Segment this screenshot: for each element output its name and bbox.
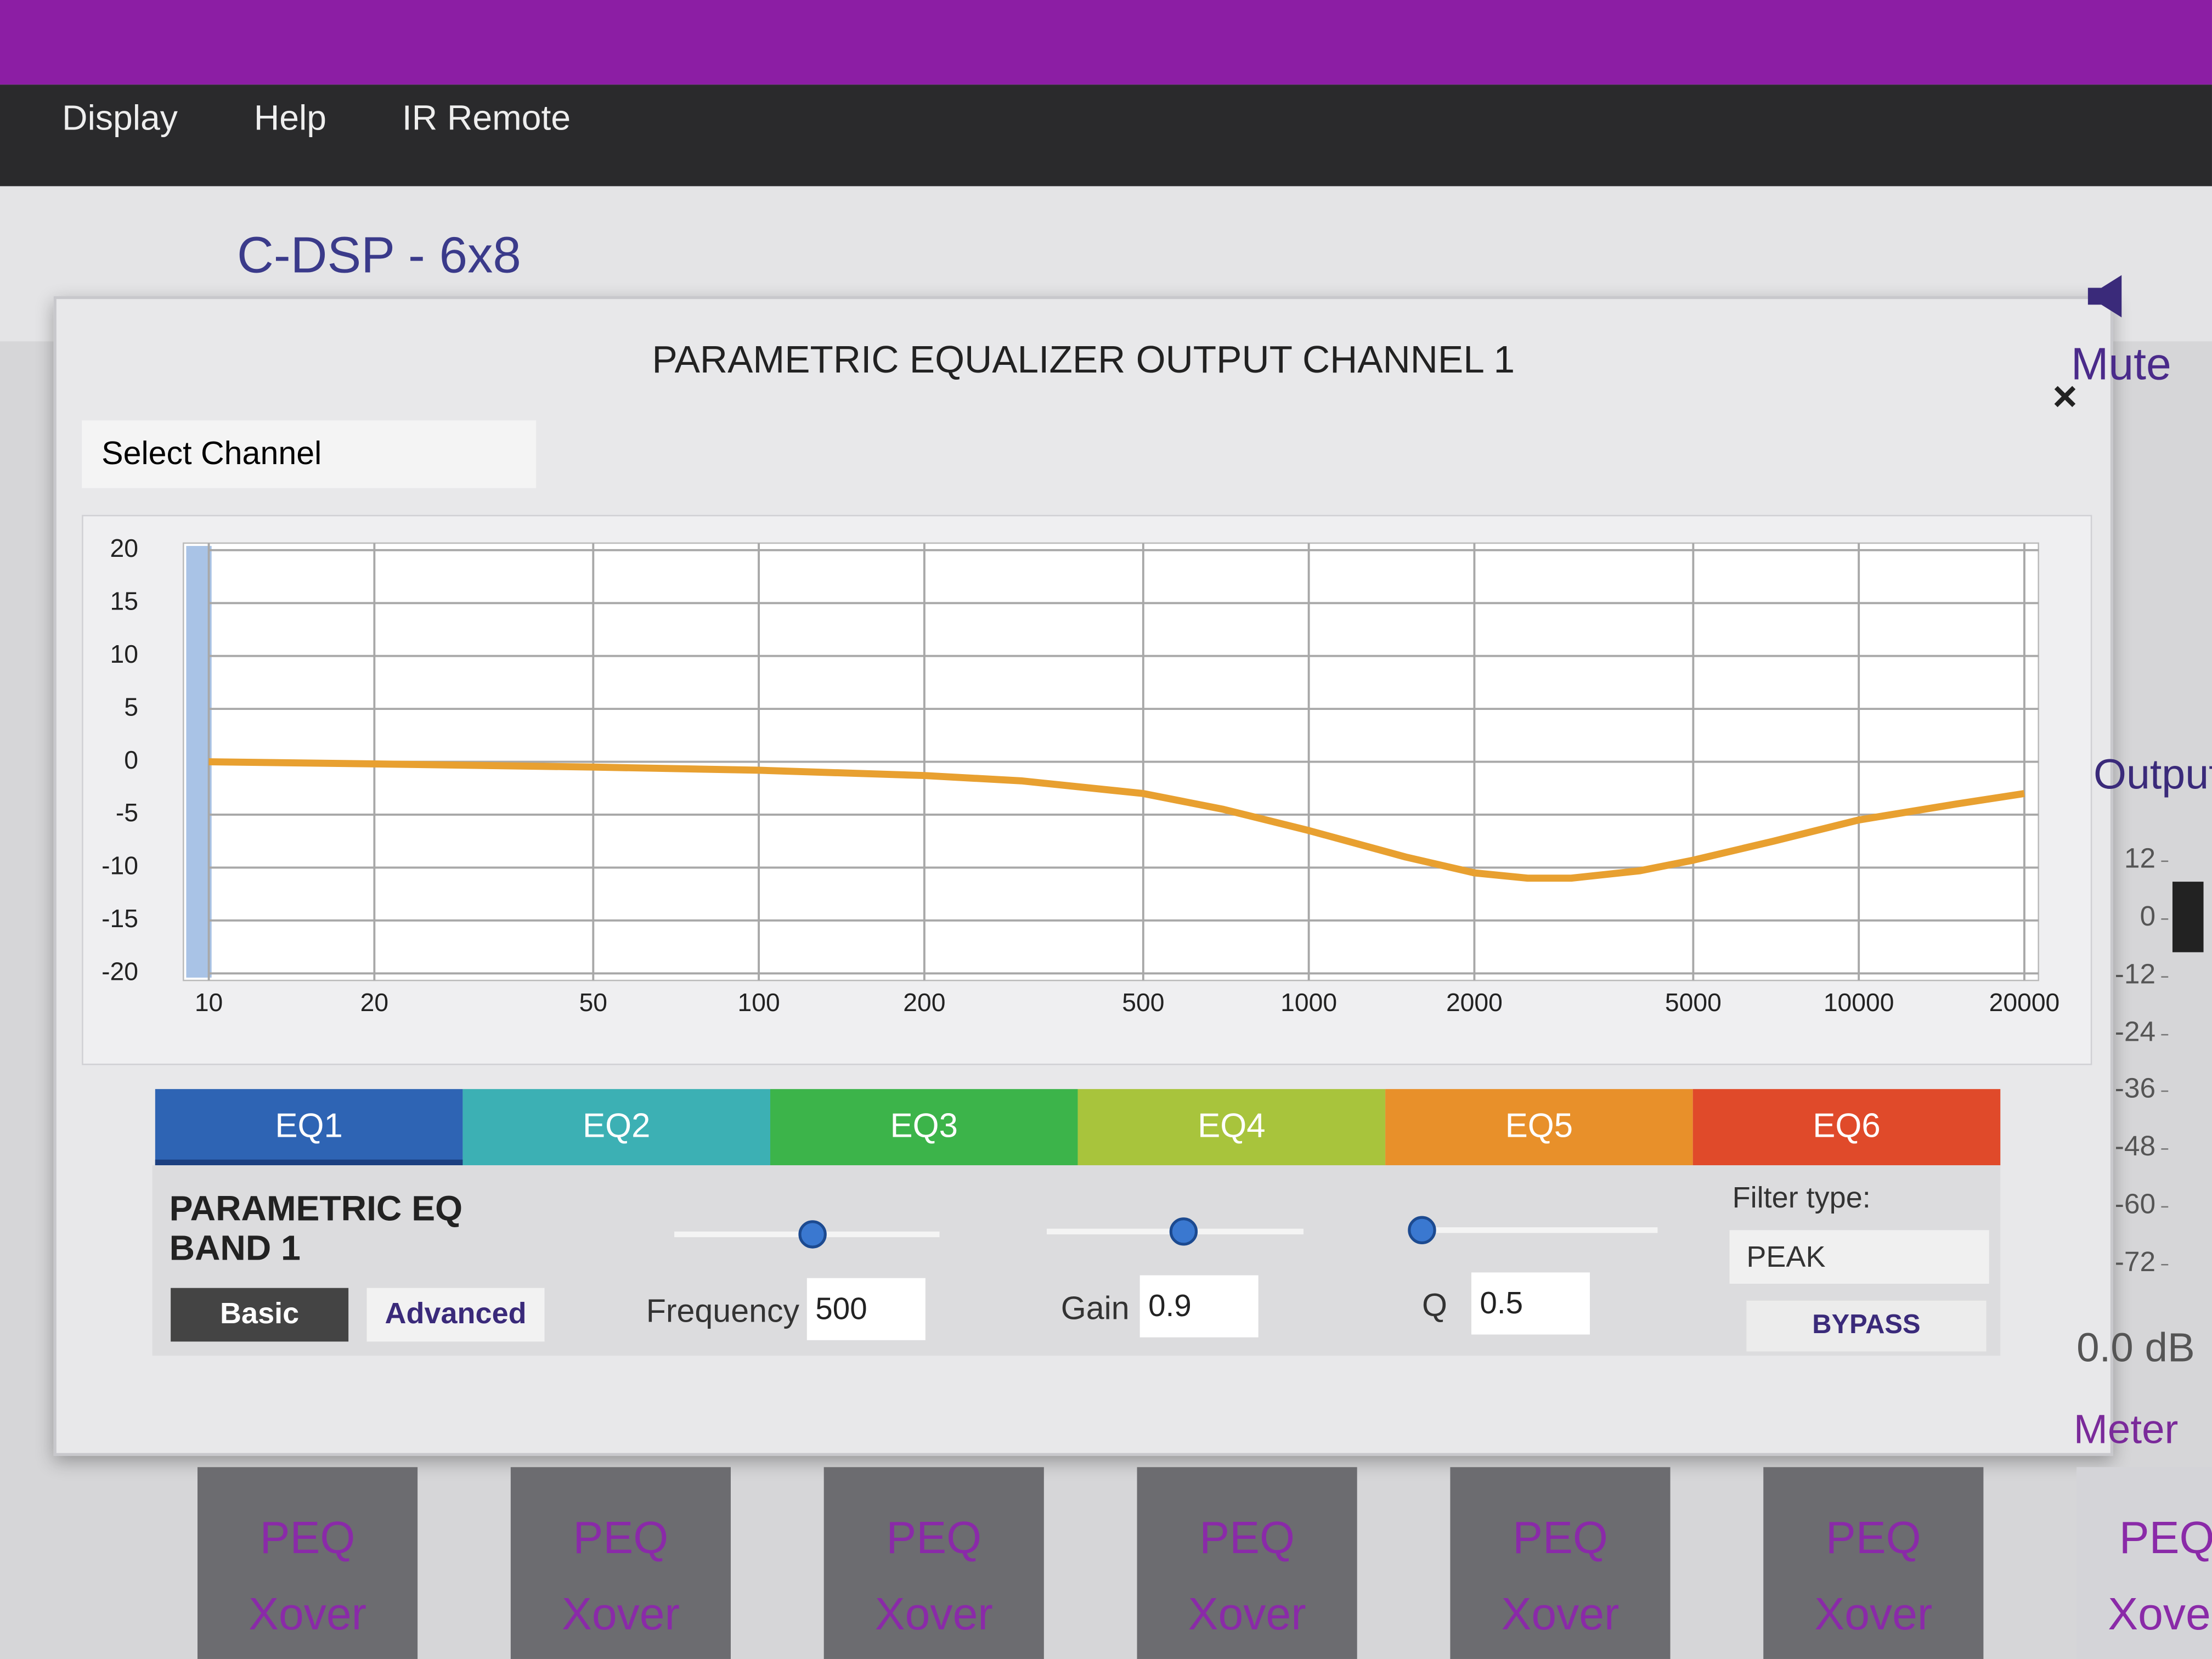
eq-tab[interactable]: EQ6 (1692, 1089, 2001, 1165)
menu-item[interactable]: Help (253, 98, 327, 138)
channel-button[interactable] (197, 1467, 418, 1659)
filter-type-label: Filter type: (1732, 1182, 1871, 1215)
channel-label: PEQ (1513, 1512, 1608, 1564)
field-label: Gain (1060, 1289, 1130, 1327)
meter-tick (2161, 1263, 2169, 1266)
mode-basic[interactable]: Basic (171, 1288, 349, 1342)
meter-tick-label: -72 (2114, 1247, 2156, 1278)
eq-tab[interactable]: EQ5 (1385, 1089, 1693, 1165)
meter-tick-label: -12 (2114, 958, 2156, 990)
x-tick-label: 20000 (1989, 988, 2060, 1017)
y-tick-label: -5 (116, 798, 138, 827)
x-tick-label: 5000 (1665, 988, 1722, 1017)
y-tick-label: 20 (110, 534, 138, 562)
channel-label: PEQ (1199, 1512, 1295, 1564)
channel-label: PEQ (1825, 1512, 1921, 1564)
field-label: Frequency (646, 1292, 800, 1329)
y-tick-label: 5 (124, 692, 138, 721)
x-tick-label: 20 (360, 988, 388, 1017)
channel-label: Xover (2108, 1588, 2212, 1639)
meter-tick (2161, 1033, 2169, 1035)
menu-item[interactable]: IR Remote (402, 98, 571, 138)
eq-curve (208, 758, 2025, 882)
meter-tick-label: -36 (2114, 1074, 2156, 1105)
field-input[interactable]: 0.9 (1139, 1275, 1259, 1338)
x-tick-label: 10 (195, 988, 223, 1017)
plot-strip (186, 546, 212, 978)
field-label: Q (1421, 1286, 1447, 1323)
band-title: PARAMETRIC EQ (169, 1189, 463, 1229)
channel-button[interactable] (1450, 1467, 1671, 1659)
channel-label: Xover (1188, 1588, 1306, 1639)
title-bar (0, 0, 2212, 85)
channel-button[interactable] (1763, 1467, 1984, 1659)
channel-label: PEQ (573, 1512, 669, 1564)
app-title: C-DSP - 6x8 (236, 225, 521, 284)
meter-tick-label: -48 (2114, 1131, 2156, 1163)
meter-tick-label: 12 (2124, 843, 2156, 875)
meter-tick-label: 0 (2140, 901, 2156, 933)
x-tick-label: 1000 (1280, 988, 1337, 1017)
filter-type[interactable]: PEAK (1729, 1230, 1989, 1284)
x-tick-label: 50 (579, 988, 607, 1017)
y-tick-label: 10 (110, 640, 138, 668)
meter-tick (2161, 860, 2169, 862)
meter-tick (2161, 1148, 2169, 1150)
mute-label[interactable]: Mute (2070, 338, 2171, 390)
x-tick-label: 200 (903, 988, 945, 1017)
x-tick-label: 2000 (1446, 988, 1503, 1017)
band-title: BAND 1 (169, 1228, 301, 1268)
meter-tick (2161, 918, 2169, 920)
slider-knob[interactable] (1169, 1217, 1198, 1246)
field-input[interactable]: 0.5 (1471, 1272, 1590, 1335)
meter-tick (2161, 1206, 2169, 1208)
channel-label: Xover (561, 1588, 680, 1639)
channel-button[interactable] (823, 1467, 1044, 1659)
channel-label: Xover (1814, 1588, 1933, 1639)
channel-label: Xover (874, 1588, 993, 1639)
slider-track (1410, 1227, 1658, 1233)
close-button[interactable]: × (2052, 374, 2078, 421)
channel-label: PEQ (886, 1512, 982, 1564)
eq-tab[interactable]: EQ4 (1077, 1089, 1386, 1165)
eq-tab[interactable]: EQ2 (462, 1089, 770, 1165)
y-tick-label: 0 (124, 746, 138, 774)
meter-tick (2161, 975, 2169, 978)
level-readout: 0.0 dB (2076, 1326, 2195, 1372)
channel-label: PEQ (259, 1512, 356, 1564)
channel-label: PEQ (2119, 1512, 2212, 1564)
output-label: Output (2093, 752, 2212, 799)
x-tick-label: 10000 (1824, 988, 1894, 1017)
x-tick-label: 100 (737, 988, 780, 1017)
dialog-title: PARAMETRIC EQUALIZER OUTPUT CHANNEL 1 (652, 338, 1515, 381)
channel-button[interactable] (510, 1467, 731, 1659)
channel-button[interactable] (2076, 1467, 2212, 1659)
menu-item[interactable]: Display (62, 98, 178, 138)
slider-knob[interactable] (798, 1220, 827, 1249)
eq-tab[interactable]: EQ3 (770, 1089, 1078, 1165)
meter-button[interactable]: Meter (2073, 1408, 2179, 1453)
mode-advanced[interactable]: Advanced (366, 1288, 545, 1342)
eq-tab[interactable]: EQ1 (155, 1089, 463, 1165)
menu-bar (0, 84, 2212, 187)
slider-knob[interactable] (1408, 1216, 1436, 1244)
meter-bar (2172, 882, 2204, 952)
y-tick-label: 15 (110, 586, 138, 615)
meter-tick-label: -24 (2114, 1016, 2156, 1048)
channel-label: Xover (1501, 1588, 1620, 1639)
select-channel[interactable]: Select Channel (82, 420, 537, 488)
channel-label: Xover (249, 1588, 367, 1639)
y-tick-label: -10 (101, 851, 138, 880)
x-tick-label: 500 (1122, 988, 1164, 1017)
channel-button[interactable] (1137, 1467, 1357, 1659)
meter-tick-label: -60 (2114, 1189, 2156, 1221)
meter-tick (2161, 1091, 2169, 1093)
field-input[interactable]: 500 (806, 1278, 926, 1340)
y-tick-label: -20 (101, 957, 138, 985)
y-tick-label: -15 (101, 904, 138, 933)
bypass-button[interactable]: BYPASS (1746, 1300, 1987, 1352)
